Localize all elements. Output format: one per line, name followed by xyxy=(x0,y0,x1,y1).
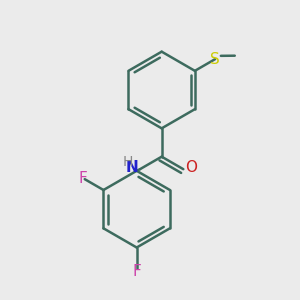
Text: O: O xyxy=(185,160,197,175)
Text: F: F xyxy=(132,264,141,279)
Text: F: F xyxy=(79,171,88,186)
Text: H: H xyxy=(122,155,133,169)
Text: N: N xyxy=(126,160,138,175)
Text: S: S xyxy=(210,52,220,67)
